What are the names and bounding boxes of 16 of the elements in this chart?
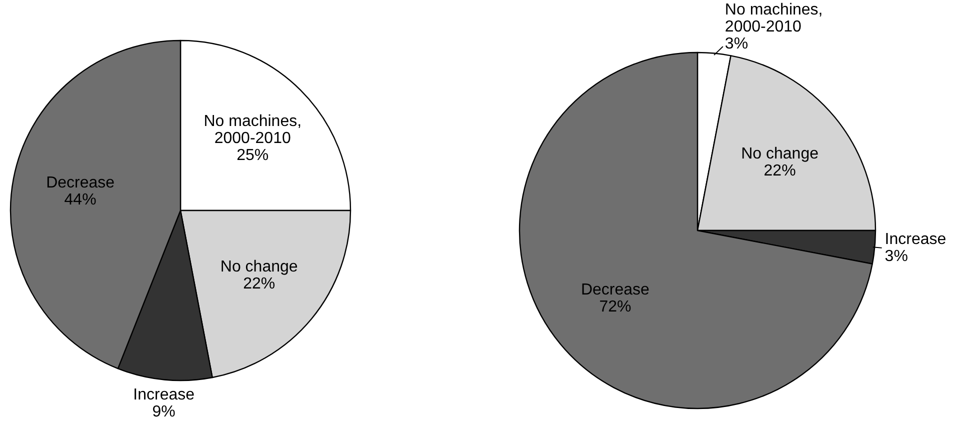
data-label: 9%	[152, 404, 176, 421]
slice-label: Increase	[133, 386, 195, 404]
data-label: 72%	[599, 298, 632, 316]
legend-label: Increase	[884, 230, 946, 248]
data-label: 44%	[64, 191, 96, 208]
data-label: 3%	[724, 36, 748, 52]
data-label: 22%	[243, 276, 276, 293]
slice-label: No change	[741, 145, 819, 162]
data-label: 3%	[884, 248, 908, 265]
data-label: 22%	[764, 162, 796, 180]
slice-label: Decrease	[580, 282, 650, 299]
slice-label: Decrease	[46, 174, 115, 192]
slice-label: No change	[220, 258, 298, 276]
slice-label: No machines, 2000-2010	[204, 112, 302, 147]
data-label: 25%	[236, 146, 269, 164]
slice-label: No machines, 2000-2010	[724, 2, 823, 36]
